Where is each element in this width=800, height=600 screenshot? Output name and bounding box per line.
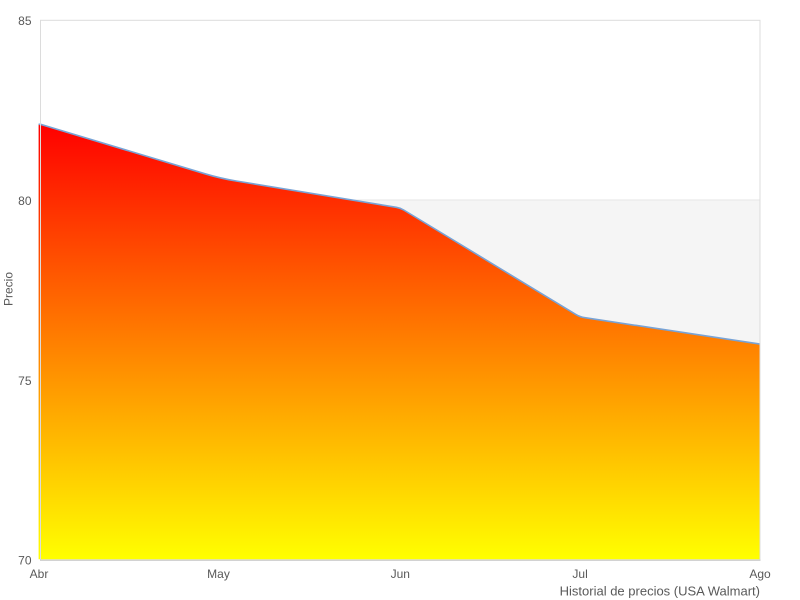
svg-text:70: 70 xyxy=(18,554,32,568)
svg-text:May: May xyxy=(207,567,230,581)
svg-text:Precio: Precio xyxy=(2,272,16,306)
svg-text:85: 85 xyxy=(18,14,32,28)
svg-text:Abr: Abr xyxy=(30,567,49,581)
svg-text:75: 75 xyxy=(18,374,32,388)
svg-text:Jun: Jun xyxy=(391,567,410,581)
svg-text:Historial de precios (USA Walm: Historial de precios (USA Walmart) xyxy=(560,583,760,598)
svg-text:Ago: Ago xyxy=(749,567,771,581)
svg-text:80: 80 xyxy=(18,194,32,208)
svg-text:Jul: Jul xyxy=(572,567,587,581)
